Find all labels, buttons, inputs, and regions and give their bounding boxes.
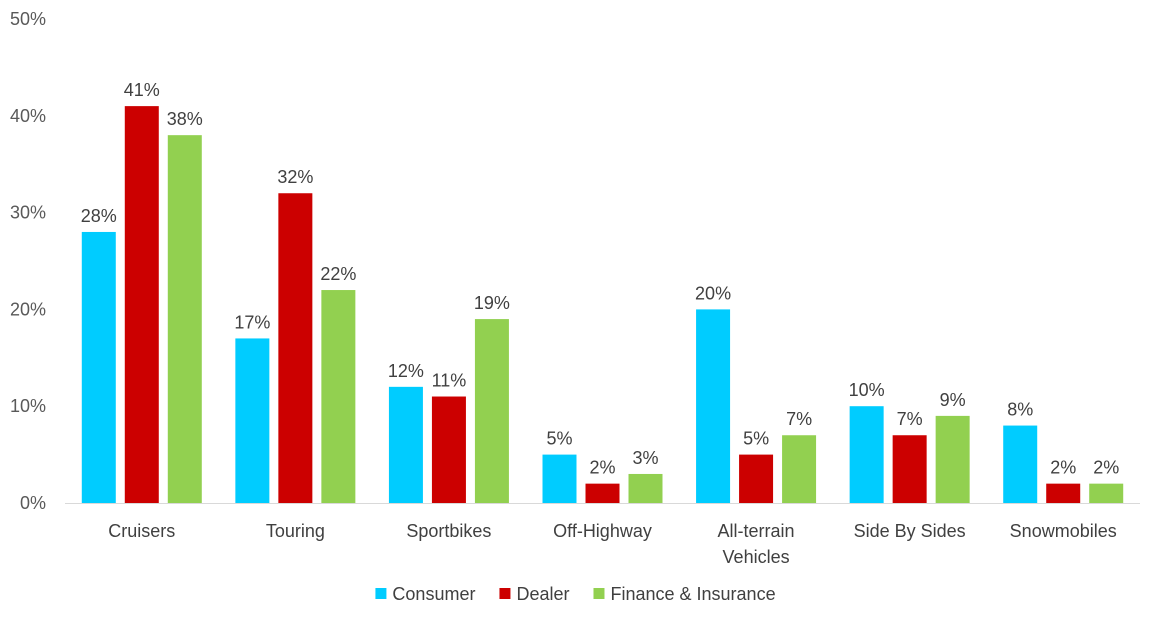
data-label: 22% [320,264,356,284]
bar-finance-insurance [474,319,509,503]
legend-label: Consumer [392,584,475,604]
data-label: 32% [277,167,313,187]
data-label: 2% [589,458,615,478]
data-label: 7% [786,409,812,429]
data-label: 7% [897,409,923,429]
y-tick-label: 0% [20,493,46,513]
bar-consumer [235,338,270,503]
bar-consumer [1003,425,1038,503]
bar-dealer [278,193,313,504]
x-category-label: Snowmobiles [1010,521,1117,541]
data-label: 19% [474,293,510,313]
y-tick-label: 50% [10,9,46,29]
bar-finance-insurance [321,290,356,503]
bar-finance-insurance [782,435,817,503]
data-label: 9% [940,390,966,410]
bar-consumer [849,406,884,503]
y-tick-label: 10% [10,396,46,416]
bar-dealer [431,396,466,503]
data-label: 3% [632,448,658,468]
x-category-label: Sportbikes [406,521,491,541]
bar-consumer [696,309,731,503]
x-category-label: Side By Sides [854,521,966,541]
bar-dealer [585,483,620,503]
x-category-label: Cruisers [108,521,175,541]
legend-item: Dealer [499,584,569,604]
x-category-label: Off-Highway [553,521,652,541]
data-label: 41% [124,80,160,100]
y-tick-label: 30% [10,203,46,223]
x-category-label: All-terrain Vehicles [718,521,795,567]
bar-dealer [1046,483,1081,503]
data-label: 5% [546,429,572,449]
bar-finance-insurance [935,415,970,503]
bar-dealer [124,106,159,504]
x-category-label: Touring [266,521,325,541]
legend-item: Consumer [375,584,475,604]
legend-label: Finance & Insurance [610,584,775,604]
legend-swatch [499,588,511,599]
y-axis: 0% 10% 20% 30% 40% 50% [10,9,46,513]
bar-consumer [388,386,423,503]
data-label: 20% [695,283,731,303]
data-label: 5% [743,429,769,449]
bar-consumer [81,231,116,503]
data-label: 2% [1050,458,1076,478]
bar-finance-insurance [628,473,663,503]
legend-swatch [375,588,387,599]
bar-dealer [892,435,927,503]
legend-label: Dealer [516,584,569,604]
data-label: 12% [388,361,424,381]
bars-group: 28% 41% 38% 17% 32% 22% 12% 11% 19% 5% 2% 3% 20% 5% 7%… [81,80,1124,504]
x-axis: Cruisers Touring Sportbikes Off-Highway All-… [108,521,1116,567]
data-label: 28% [81,206,117,226]
legend-item: Finance & Insurance [593,584,776,604]
bar-consumer [542,454,577,503]
data-label: 38% [167,109,203,129]
legend: Consumer Dealer Finance & Insurance [375,584,776,604]
bar-finance-insurance [167,135,202,503]
bar-dealer [739,454,774,503]
data-label: 11% [432,371,467,391]
data-label: 10% [849,380,885,400]
y-tick-label: 40% [10,106,46,126]
legend-swatch [593,588,605,599]
data-label: 17% [234,312,270,332]
bar-finance-insurance [1089,483,1124,503]
data-label: 8% [1007,400,1033,420]
data-label: 2% [1093,458,1119,478]
y-tick-label: 20% [10,299,46,319]
